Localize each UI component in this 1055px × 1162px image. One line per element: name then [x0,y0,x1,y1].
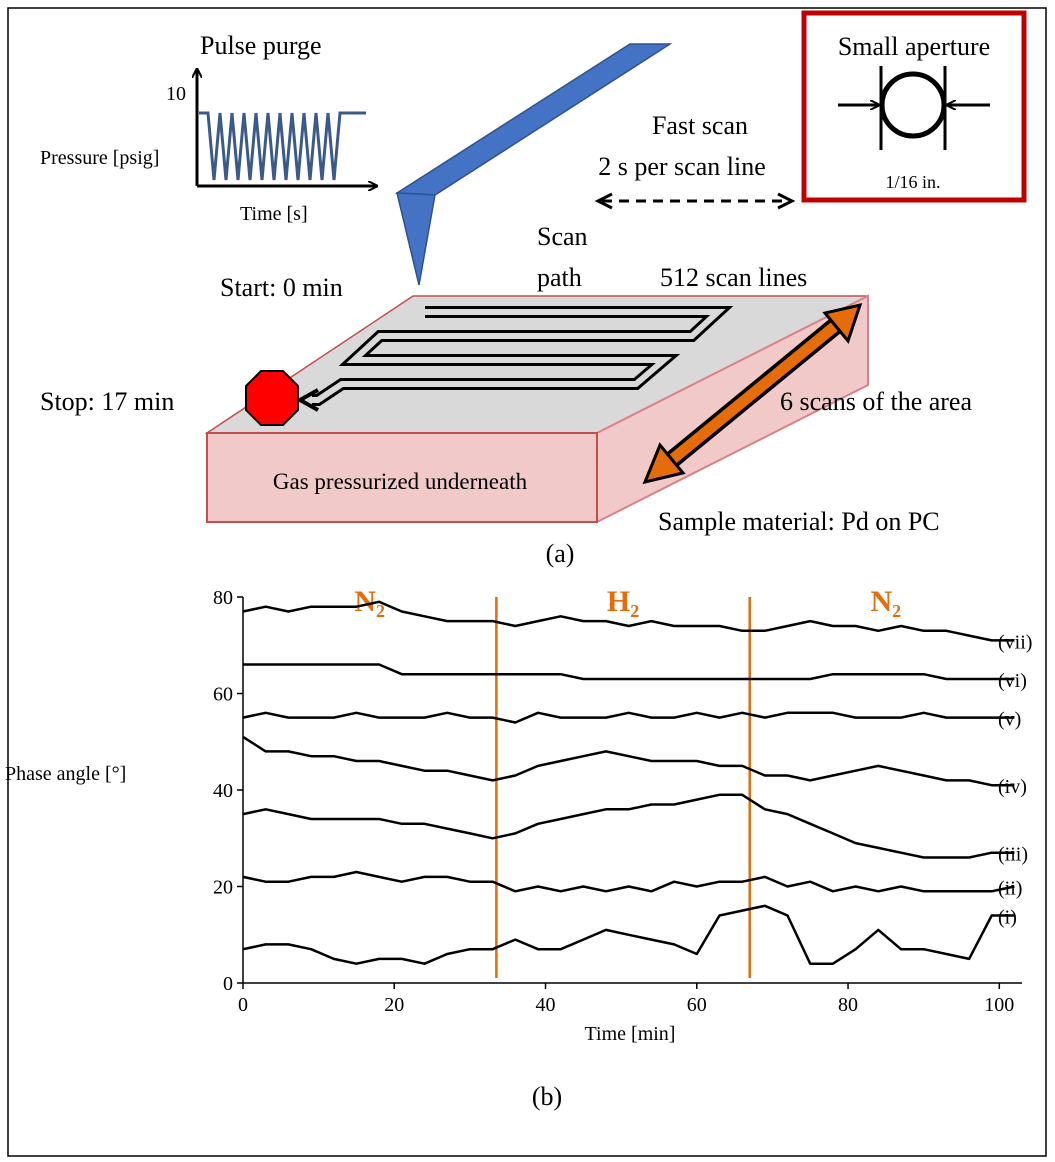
series-label: (ii) [998,878,1022,900]
chart: Time [min] Phase angle [°] (b) 0 20 40 60 80… [5,585,1032,1111]
label: Small aperture [838,32,990,61]
tip [397,193,435,285]
series-label: (vii) [998,631,1032,653]
x-tick-label: 20 [384,994,404,1016]
series-label: (iv) [998,776,1027,798]
series-label: (vi) [998,670,1027,692]
y-tick-label: 20 [213,877,233,899]
label: path [537,263,582,292]
figure: Pulse purge 10 Pressure [psig] Time [s] … [0,0,1055,1162]
caption: (b) [532,1082,562,1111]
pulse-title: Pulse purge [200,31,322,60]
label: Start: 0 min [220,273,343,302]
label: 512 scan lines [660,263,807,292]
label: Stop: 17 min [40,387,174,416]
x-tick-label: 40 [536,994,556,1016]
y-tick-label: 40 [213,780,233,802]
series-line [243,665,1014,680]
series-line [243,737,1014,785]
y-axis-label: Phase angle [°] [5,763,126,785]
label: 6 scans of the area [780,387,972,416]
gas-label: N₂ [871,585,902,618]
series-line [243,795,1014,858]
series-line [243,906,1014,964]
gas-label: H₂ [607,585,639,618]
label: Sample material: Pd on PC [658,507,940,536]
label: Fast scan [652,111,748,140]
aperture [882,74,944,136]
series-label: (iii) [998,844,1028,866]
series-label: (v) [998,709,1021,731]
label: Scan [537,222,588,251]
inset-xlabel: Time [s] [240,203,308,225]
stop-sign [246,371,298,425]
label: 1/16 in. [885,172,940,192]
x-tick-label: 80 [838,994,858,1016]
y-tick-label: 80 [213,587,233,609]
page: {"diagram": { "pulse_title": "Pulse purg… [0,0,1055,1162]
series-line [243,713,1014,723]
x-tick-label: 100 [984,994,1014,1016]
inset-tick: 10 [166,83,186,105]
series-label: (i) [998,906,1017,928]
pulse-wave [199,113,366,180]
series-line [243,872,1014,891]
x-tick-label: 0 [238,994,248,1016]
label: Gas pressurized underneath [273,469,528,494]
inset-ylabel: Pressure [psig] [40,147,159,169]
y-tick-label: 0 [223,973,233,995]
caption: (a) [546,539,575,568]
y-tick-label: 60 [213,684,233,706]
x-tick-label: 60 [687,994,707,1016]
x-axis-label: Time [min] [585,1023,676,1045]
label: 2 s per scan line [598,152,766,181]
